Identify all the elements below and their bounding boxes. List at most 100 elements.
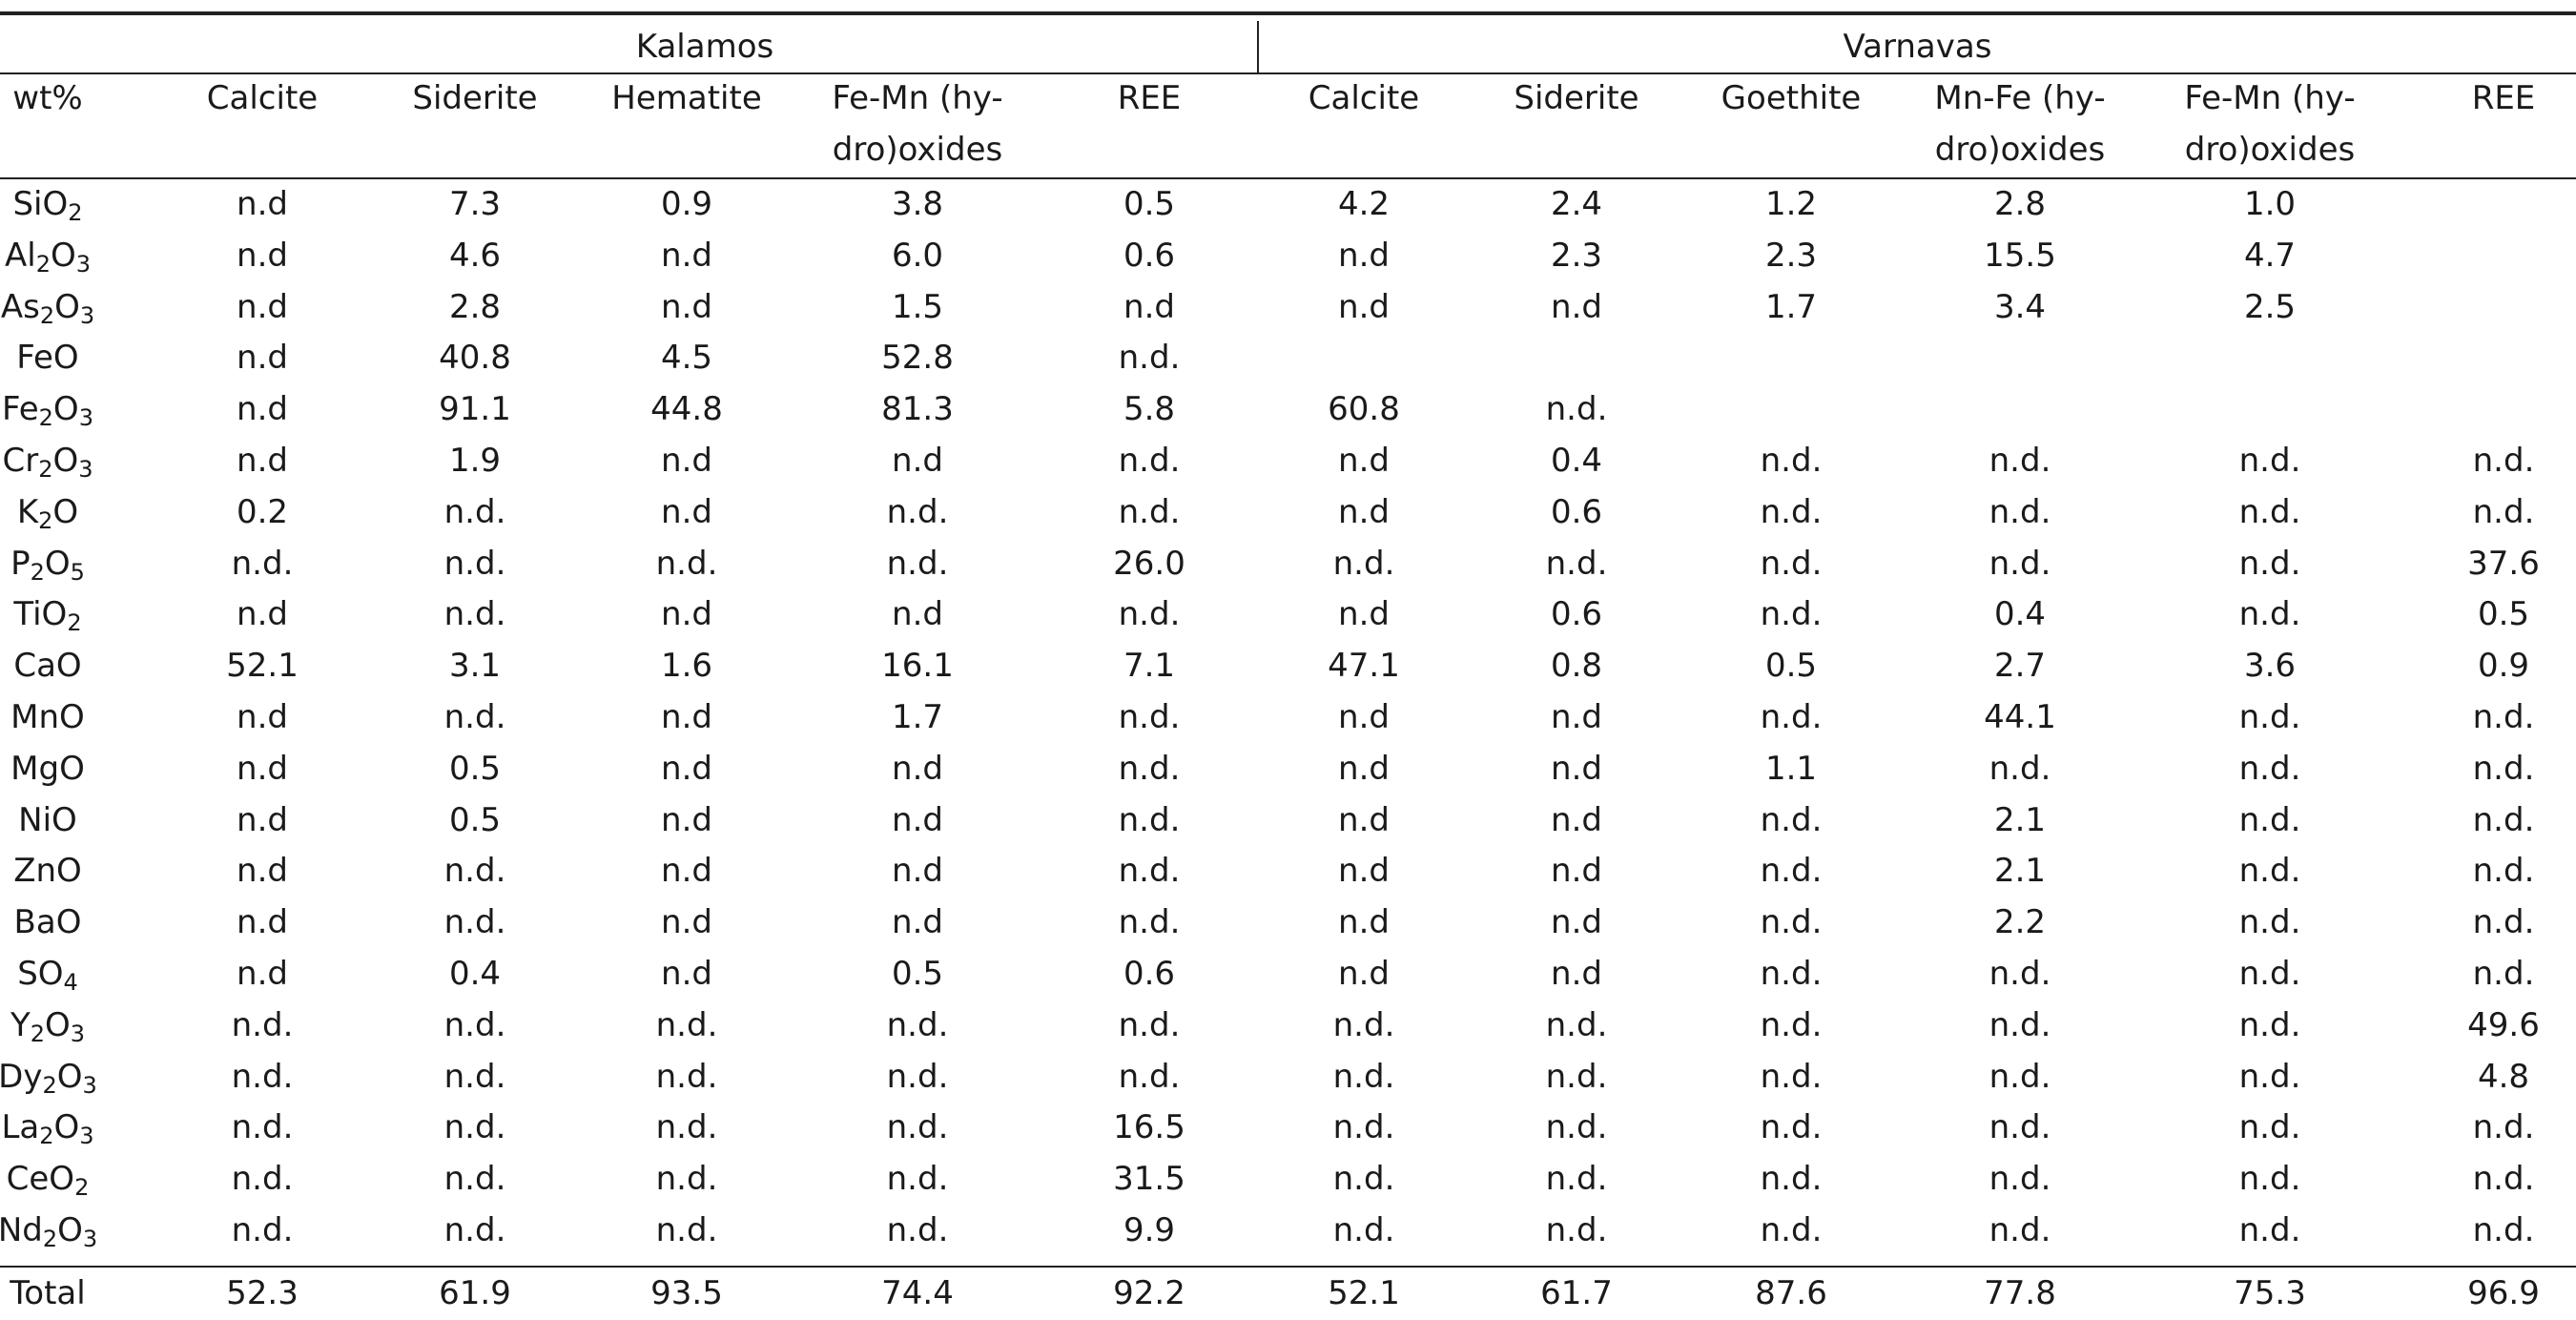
formula-part: CaO (13, 647, 82, 686)
table-cell: n.d. (655, 1005, 718, 1044)
row-label: FeO (0, 333, 105, 384)
table-cell: 0.6 (1123, 236, 1176, 275)
table-cell: n.d. (2238, 442, 2301, 480)
column-header: Fe-Mn (hy- (832, 79, 1003, 117)
table-cell: n.d (892, 903, 943, 942)
table-cell: n.d (661, 749, 712, 788)
table-cell: n.d (892, 749, 943, 788)
table-cell: 1.5 (891, 287, 944, 326)
table-cell: n.d (661, 442, 712, 480)
table-cell: 4.2 (1337, 185, 1391, 223)
row-label: As2O3 (0, 282, 105, 334)
table-cell: n.d. (2472, 442, 2535, 480)
row-label: P2O5 (0, 539, 105, 590)
row-label: Cr2O3 (0, 436, 105, 487)
header-rule (0, 177, 2576, 179)
table-cell: n.d. (1760, 492, 1823, 531)
table-cell: n.d. (2472, 852, 2535, 891)
table-cell: n.d (661, 955, 712, 993)
table-cell: n.d (661, 236, 712, 275)
column-header: Calcite (206, 79, 319, 117)
formula-part: BaO (13, 903, 82, 942)
formula-subscript: 2 (38, 404, 53, 432)
formula-part: O (53, 1108, 80, 1147)
total-cell: 61.9 (439, 1274, 511, 1312)
total-cell: 87.6 (1755, 1274, 1827, 1312)
formula-subscript: 2 (39, 301, 55, 329)
column-header: Goethite (1721, 79, 1862, 117)
table-cell: 2.4 (1550, 185, 1603, 223)
table-cell: 4.5 (660, 339, 713, 378)
table-cell: n.d (1338, 595, 1390, 634)
total-cell: 92.2 (1113, 1274, 1185, 1312)
table-cell: 6.0 (891, 236, 944, 275)
row-label: Nd2O3 (0, 1206, 105, 1257)
table-cell: n.d. (1118, 749, 1181, 788)
table-cell: n.d (1551, 698, 1602, 736)
formula-subscript: 3 (82, 1071, 97, 1099)
table-cell: n.d. (1989, 442, 2051, 480)
formula-part: La (1, 1108, 40, 1147)
table-cell: 0.9 (2477, 647, 2530, 686)
formula-part: MnO (10, 698, 85, 736)
table-cell: n.d. (443, 1211, 506, 1249)
table-cell: 0.5 (448, 800, 502, 839)
table-cell: n.d. (443, 1005, 506, 1044)
formula-part: Y (10, 1005, 31, 1044)
table-cell: n.d. (443, 544, 506, 583)
row-label: NiO (0, 795, 105, 847)
formula-part: NiO (18, 800, 77, 839)
table-cell: n.d. (2472, 1160, 2535, 1199)
table-cell: 1.9 (448, 442, 502, 480)
column-header: dro)oxides (2184, 131, 2356, 169)
table-top-rule (0, 11, 2576, 15)
formula-part: As (0, 287, 40, 326)
table-cell: n.d (1338, 287, 1390, 326)
table-cell: n.d. (2238, 903, 2301, 942)
table-cell: n.d. (1760, 544, 1823, 583)
group-label-varnavas: Varnavas (1843, 28, 1992, 66)
table-cell: n.d. (1760, 1211, 1823, 1249)
table-cell: n.d. (1760, 595, 1823, 634)
row-label: MnO (0, 692, 105, 744)
column-header: Fe-Mn (hy- (2184, 79, 2356, 117)
row-label: ZnO (0, 846, 105, 897)
table-cell: 49.6 (2467, 1005, 2540, 1044)
formula-part: O (52, 442, 79, 480)
table-cell: 15.5 (1984, 236, 2056, 275)
table-cell: 1.6 (660, 647, 713, 686)
table-cell: 5.8 (1123, 390, 1176, 429)
table-cell: n.d. (1545, 544, 1608, 583)
table-cell: n.d (1338, 903, 1390, 942)
row-label: Y2O3 (0, 1000, 105, 1052)
formula-subscript: 2 (67, 609, 82, 637)
table-cell (2403, 231, 2576, 282)
table-cell: n.d (892, 442, 943, 480)
table-cell: n.d (1123, 287, 1175, 326)
formula-subscript: 2 (74, 1174, 90, 1202)
table-cell: n.d. (443, 852, 506, 891)
table-cell: n.d. (2238, 698, 2301, 736)
table-cell: n.d. (2238, 544, 2301, 583)
table-cell: n.d (1338, 749, 1390, 788)
formula-subscript: 3 (70, 1020, 86, 1047)
table-cell: n.d. (1989, 749, 2051, 788)
table-cell: 47.1 (1328, 647, 1400, 686)
table-cell (1264, 333, 1464, 384)
table-cell: n.d. (655, 1057, 718, 1096)
formula-part: TiO (13, 595, 68, 634)
table-cell: 7.1 (1123, 647, 1176, 686)
table-cell: 9.9 (1123, 1211, 1176, 1249)
table-cell: 2.1 (1993, 800, 2047, 839)
table-cell: n.d. (886, 1211, 949, 1249)
table-cell: n.d. (1760, 903, 1823, 942)
table-cell: n.d. (886, 492, 949, 531)
table-cell: n.d. (2472, 903, 2535, 942)
table-cell: n.d. (1545, 1005, 1608, 1044)
formula-subscript: 2 (38, 456, 53, 483)
table-cell: n.d. (1118, 442, 1181, 480)
column-header: REE (2471, 79, 2536, 117)
table-cell: n.d. (443, 903, 506, 942)
table-cell: 0.5 (2477, 595, 2530, 634)
